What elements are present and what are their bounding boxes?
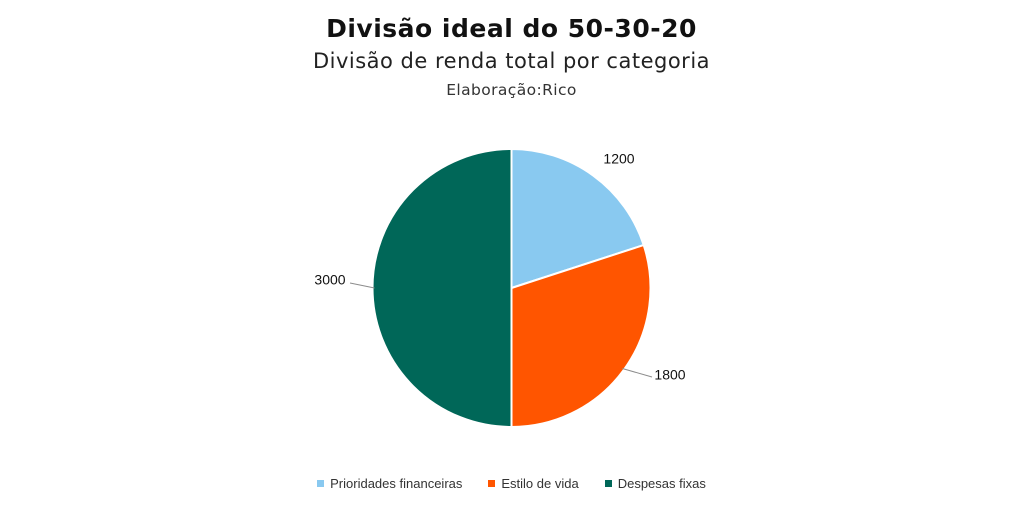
pie-slice-1: [510, 147, 645, 290]
legend-swatch-3: [604, 480, 612, 487]
legend-label-2: Estilo de vida: [501, 476, 579, 491]
legend-item-3: Despesas fixas: [604, 476, 706, 491]
chart-credit: Elaboração:Rico: [446, 81, 577, 99]
chart-title: Divisão ideal do 50-30-20: [326, 14, 697, 43]
leader-lines: [349, 282, 653, 378]
legend-item-2: Estilo de vida: [488, 476, 579, 491]
pie-slices: [371, 147, 652, 429]
leader-line-2: [622, 368, 653, 378]
data-label-3: 3000: [314, 272, 345, 288]
data-label-1: 1200: [603, 151, 634, 167]
chart-subtitle: Divisão de renda total por categoria: [312, 49, 711, 73]
legend-label-1: Prioridades financeiras: [330, 476, 463, 491]
data-labels: 1200 1800 3000: [314, 151, 685, 383]
data-label-2: 1800: [654, 367, 685, 383]
legend-label-3: Despesas fixas: [617, 476, 706, 491]
leader-line-3: [349, 282, 375, 289]
legend-swatch-1: [317, 480, 325, 487]
pie-slice-3: [371, 147, 513, 429]
legend-item-1: Prioridades financeiras: [317, 476, 462, 491]
legend: Prioridades financeiras Estilo de vida Des…: [0, 476, 1023, 491]
legend-swatch-2: [488, 480, 496, 487]
pie-slice-2: [510, 243, 652, 429]
